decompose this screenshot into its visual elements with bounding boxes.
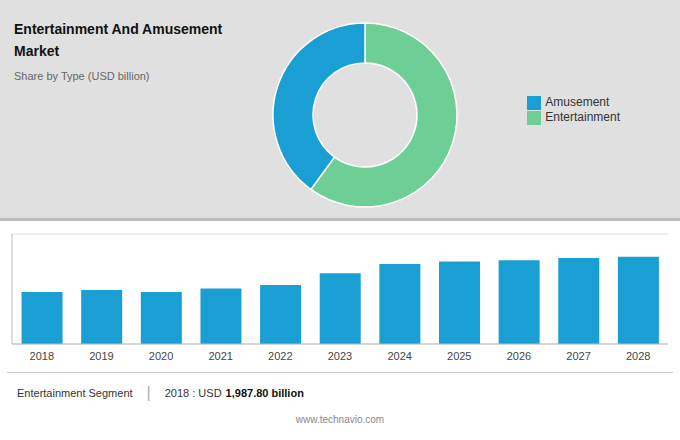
html-text:Entertainment And Amusement: Entertainment And Amusement: [14, 21, 223, 37]
svg-text:2027: 2027: [566, 350, 590, 362]
html-text:www.technavio.com: www.technavio.com: [295, 414, 385, 425]
html-text:Entertainment Segment: Entertainment Segment: [17, 387, 133, 399]
svg-text:2021: 2021: [208, 350, 232, 362]
svg-text:2022: 2022: [268, 350, 292, 362]
svg-text:2018: 2018: [30, 350, 54, 362]
svg-text:2019: 2019: [89, 350, 113, 362]
html-text:2018 : USD 1,987.80 billion: 2018 : USD 1,987.80 billion: [164, 387, 304, 399]
html-text:Amusement: Amusement: [545, 95, 610, 110]
svg-text:2025: 2025: [447, 350, 471, 362]
svg-text:2024: 2024: [387, 350, 411, 362]
svg-text:2020: 2020: [149, 350, 173, 362]
svg-text:2023: 2023: [328, 350, 352, 362]
html-text:Share by Type (USD billion): Share by Type (USD billion): [14, 70, 150, 82]
html-text:Market: Market: [14, 43, 60, 59]
html-text:Entertainment: Entertainment: [545, 110, 620, 124]
svg-text:2026: 2026: [507, 350, 531, 362]
svg-text:2028: 2028: [626, 350, 650, 362]
